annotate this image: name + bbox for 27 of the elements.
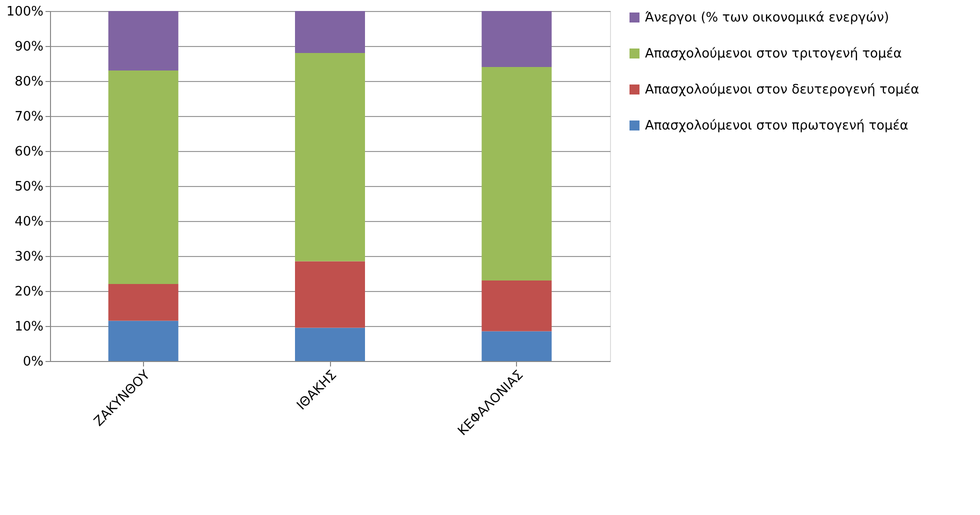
bar	[108, 70, 178, 284]
bar	[108, 320, 178, 361]
y-tick-label: 40%	[14, 214, 44, 230]
legend-label: Άνεργοι (% των οικονομικά ενεργών)	[645, 10, 890, 26]
bar	[482, 331, 552, 361]
bar	[295, 53, 365, 262]
y-tick-label: 60%	[14, 144, 44, 160]
y-tick-label: 0%	[22, 354, 44, 370]
bar	[108, 284, 178, 321]
legend-label: Απασχολούμενοι στον δευτερογενή τομέα	[645, 82, 920, 98]
y-tick-label: 50%	[14, 180, 44, 194]
y-tick-label: 10%	[14, 320, 44, 334]
bar	[482, 11, 552, 67]
y-tick-label: 30%	[14, 250, 44, 264]
y-tick-label: 70%	[14, 110, 44, 124]
y-tick-label: 90%	[14, 40, 44, 54]
y-tick-label: 100%	[6, 4, 44, 20]
y-tick-label: 80%	[14, 74, 44, 90]
bar	[108, 11, 178, 70]
legend-label: Απασχολούμενοι στον πρωτογενή τομέα	[645, 118, 908, 134]
legend-label: Απασχολούμενοι στον τριτογενή τομέα	[645, 46, 902, 62]
bar	[482, 280, 552, 332]
bar	[295, 261, 365, 328]
bar	[482, 67, 552, 280]
bar	[295, 328, 365, 361]
y-tick-label: 20%	[14, 284, 44, 300]
bar	[295, 11, 365, 53]
